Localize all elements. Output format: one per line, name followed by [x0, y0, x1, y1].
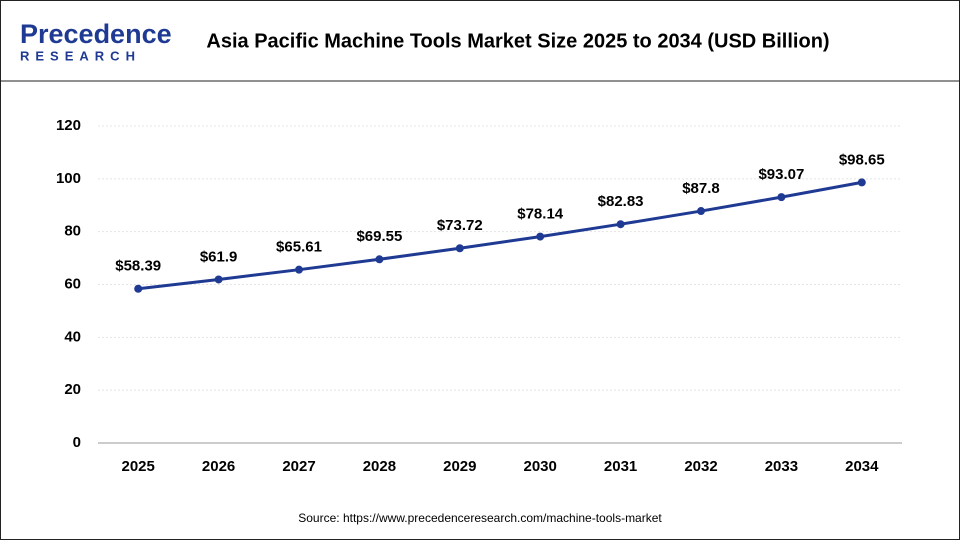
x-tick-label: 2030: [524, 458, 557, 475]
value-label: $65.61: [276, 239, 322, 256]
point: [697, 207, 705, 216]
value-label: $98.65: [839, 151, 885, 168]
y-tick-label: 100: [56, 170, 81, 187]
value-label: $82.83: [598, 193, 644, 210]
x-tick-label: 2031: [604, 458, 637, 475]
point: [134, 284, 143, 293]
y-tick-label: 60: [64, 275, 81, 292]
y-tick-label: 80: [64, 223, 81, 240]
x-tick-label: 2032: [684, 458, 717, 475]
logo-tagline: RESEARCH: [20, 48, 141, 63]
x-tick-label: 2033: [765, 458, 798, 475]
x-tick-label: 2034: [845, 458, 879, 475]
point: [375, 255, 384, 264]
value-label: $58.39: [115, 258, 161, 275]
y-tick-label: 20: [64, 381, 81, 398]
x-tick-label: 2029: [443, 458, 476, 475]
chart-title: Asia Pacific Machine Tools Market Size 2…: [206, 30, 829, 52]
value-label: $61.9: [200, 248, 238, 265]
value-label: $69.55: [356, 228, 402, 245]
y-tick-label: 0: [73, 434, 81, 451]
point: [616, 220, 625, 229]
x-tick-label: 2025: [122, 458, 155, 475]
point: [777, 193, 786, 202]
point: [214, 275, 223, 284]
value-label: $93.07: [758, 166, 804, 183]
x-tick-label: 2026: [202, 458, 235, 475]
logo-name: Precedence: [20, 19, 172, 49]
point: [536, 232, 545, 241]
point: [295, 265, 303, 274]
y-tick-label: 120: [56, 117, 81, 134]
x-tick-label: 2027: [282, 458, 315, 475]
value-label: $73.72: [437, 217, 483, 234]
x-tick-label: 2028: [363, 458, 396, 475]
point: [455, 244, 464, 253]
source: Source: https://www.precedenceresearch.c…: [298, 511, 662, 525]
line: [138, 180, 863, 291]
point: [857, 178, 866, 187]
value-label: $87.8: [682, 180, 720, 197]
value-label: $78.14: [517, 206, 564, 223]
y-tick-label: 40: [64, 328, 81, 345]
